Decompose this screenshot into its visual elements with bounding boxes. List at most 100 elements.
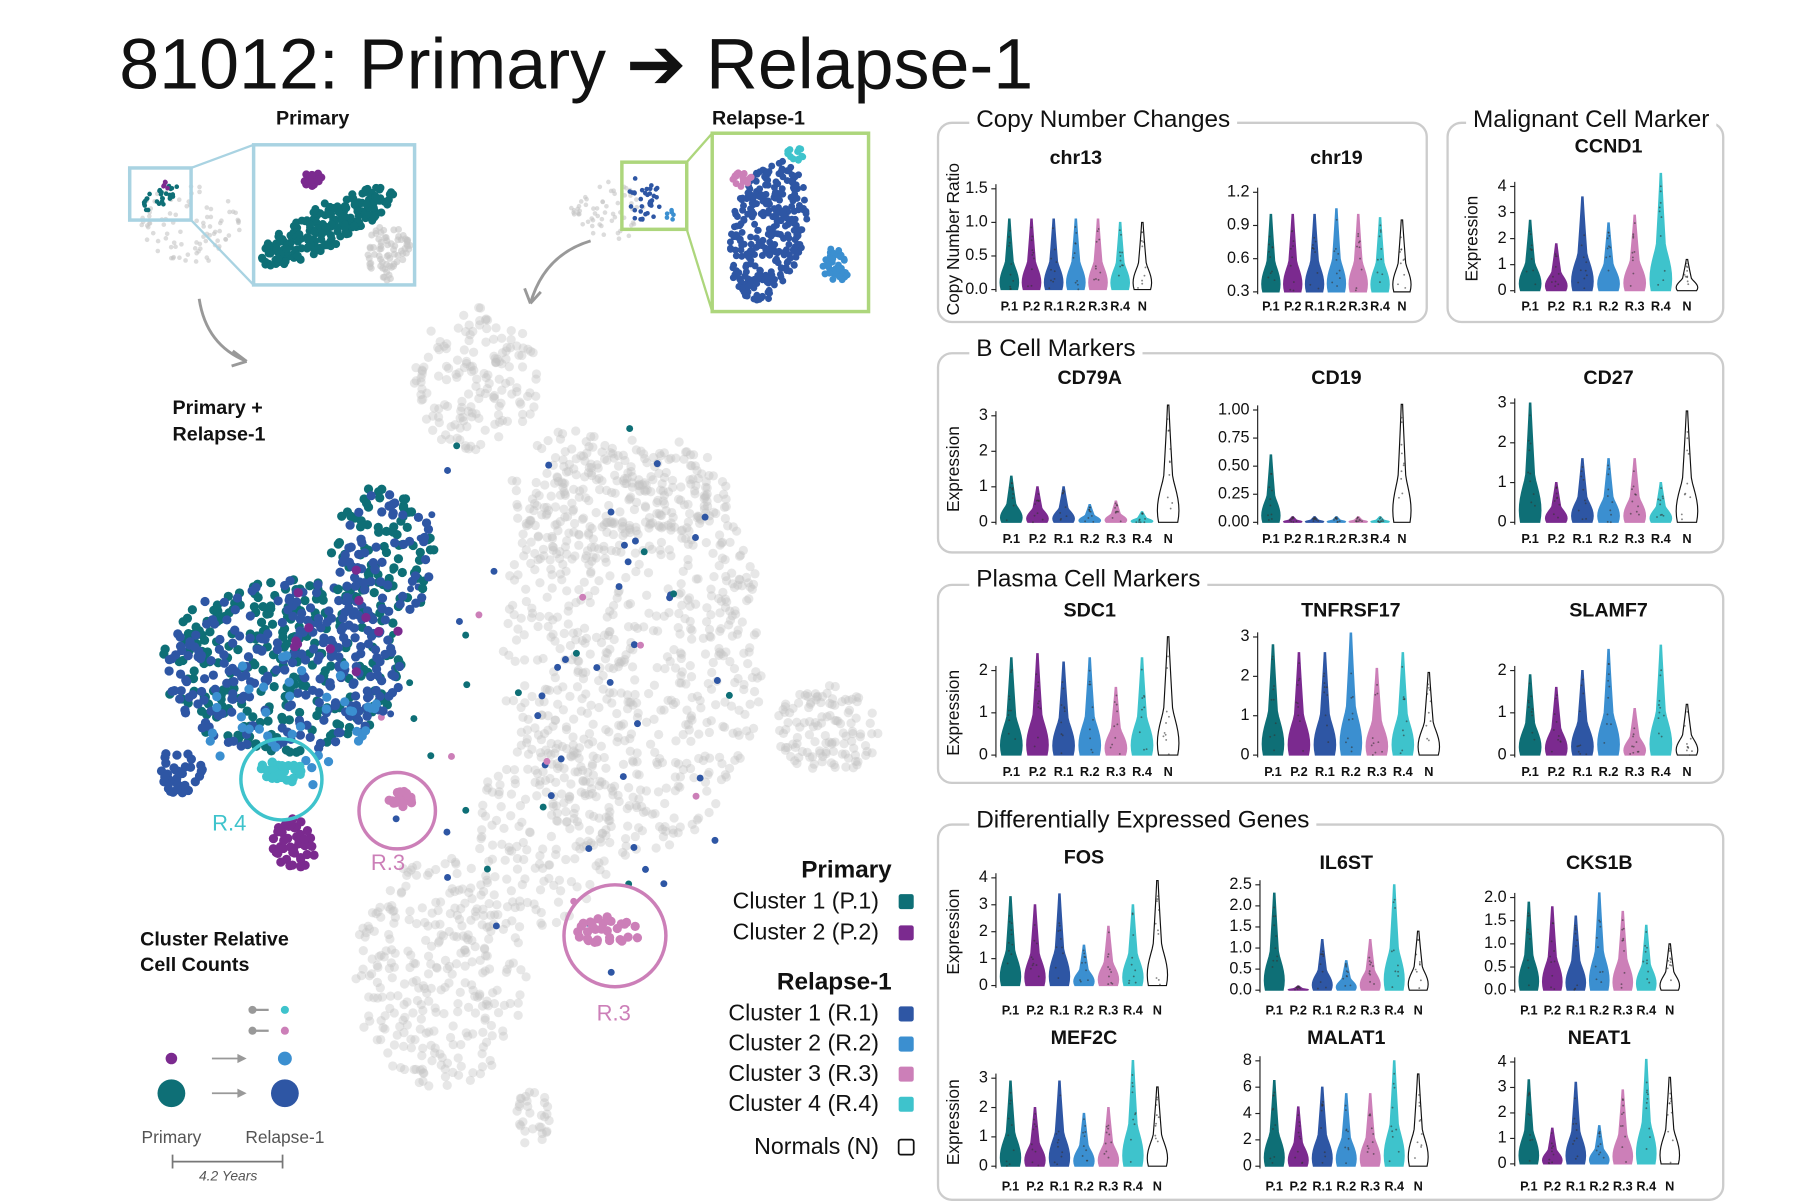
cell-dot bbox=[578, 668, 588, 678]
cell-dot bbox=[266, 603, 276, 614]
cell-dot bbox=[237, 722, 247, 733]
cell-dot bbox=[656, 549, 666, 560]
cell-dot bbox=[648, 626, 659, 636]
x-tick-label: P.1 bbox=[1001, 298, 1018, 313]
cell-dot bbox=[380, 1024, 390, 1034]
inset-link bbox=[685, 228, 714, 312]
jitter-dot bbox=[1141, 245, 1144, 248]
y-tick-label: 3 bbox=[979, 1068, 988, 1086]
jitter-dot bbox=[1580, 244, 1583, 247]
cell-dot bbox=[676, 671, 686, 681]
x-tick-label: R.2 bbox=[1589, 1002, 1609, 1017]
cell-dot bbox=[565, 691, 575, 701]
cell-dot bbox=[795, 201, 803, 209]
y-tick-label: 2 bbox=[1498, 229, 1507, 247]
y-tick-label: 0.00 bbox=[1218, 513, 1250, 531]
jitter-dot bbox=[1032, 1128, 1035, 1131]
cell-dot bbox=[846, 718, 856, 728]
cell-dot bbox=[813, 691, 823, 702]
x-tick-label: P.2 bbox=[1029, 764, 1046, 779]
jitter-dot bbox=[1635, 493, 1637, 496]
jitter-dot bbox=[1297, 714, 1300, 717]
cell-dot bbox=[474, 413, 484, 423]
jitter-dot bbox=[1085, 969, 1087, 972]
cell-dot bbox=[700, 777, 711, 787]
jitter-dot bbox=[1156, 1098, 1159, 1101]
cell-dot bbox=[557, 755, 565, 763]
cell-dot bbox=[540, 480, 550, 490]
cell-dot bbox=[562, 816, 572, 827]
cell-dot bbox=[630, 831, 640, 842]
cell-dot bbox=[614, 720, 624, 730]
cell-dot bbox=[564, 794, 574, 804]
cell-dot bbox=[377, 255, 385, 263]
cell-dot bbox=[574, 486, 585, 496]
count-dot bbox=[248, 1026, 257, 1035]
cell-dot bbox=[655, 545, 665, 555]
cell-dot bbox=[507, 389, 517, 399]
cell-dot bbox=[404, 914, 414, 925]
cell-dot bbox=[228, 638, 238, 648]
violin bbox=[1392, 219, 1412, 293]
jitter-dot bbox=[1670, 964, 1673, 967]
cell-dot bbox=[270, 742, 281, 752]
cell-dot bbox=[393, 682, 403, 693]
jitter-dot bbox=[1273, 1155, 1276, 1158]
jitter-dot bbox=[1114, 736, 1117, 739]
cell-dot bbox=[574, 743, 585, 753]
cell-dot bbox=[219, 218, 224, 224]
x-tick-label: R.4 bbox=[1123, 1002, 1143, 1017]
cell-dot bbox=[829, 760, 839, 770]
jitter-dot bbox=[1007, 1134, 1010, 1137]
jitter-dot bbox=[1555, 492, 1558, 495]
jitter-dot bbox=[1140, 231, 1143, 234]
cell-dot bbox=[601, 830, 611, 841]
cell-dot bbox=[480, 315, 491, 325]
cell-dot bbox=[641, 717, 652, 727]
cell-dot bbox=[553, 699, 563, 709]
cell-dot bbox=[472, 374, 482, 384]
cell-dot bbox=[455, 413, 465, 423]
cell-dot bbox=[684, 593, 695, 603]
cell-dot bbox=[483, 865, 491, 873]
cell-dot bbox=[613, 587, 623, 597]
cell-dot bbox=[719, 722, 730, 732]
cell-dot bbox=[442, 339, 452, 349]
jitter-dot bbox=[1400, 470, 1403, 473]
cell-dot bbox=[477, 1001, 488, 1011]
cell-dot bbox=[548, 799, 558, 809]
jitter-dot bbox=[1062, 952, 1064, 955]
jitter-dot bbox=[1107, 1124, 1110, 1127]
cell-dot bbox=[467, 957, 477, 967]
cell-dot bbox=[690, 489, 700, 499]
cell-dot bbox=[676, 526, 686, 536]
cell-dot bbox=[837, 749, 847, 759]
cell-dot bbox=[755, 242, 763, 250]
jitter-dot bbox=[1555, 694, 1558, 697]
cell-dot bbox=[519, 655, 530, 665]
jitter-dot bbox=[1269, 272, 1272, 275]
x-tick-label: R.4 bbox=[1370, 531, 1390, 546]
cell-dot bbox=[383, 635, 393, 645]
x-tick-label: R.3 bbox=[1625, 764, 1645, 779]
cell-dot bbox=[809, 759, 819, 769]
jitter-dot bbox=[1058, 924, 1061, 927]
jitter-dot bbox=[1031, 964, 1034, 967]
cell-dot bbox=[486, 910, 496, 920]
jitter-dot bbox=[1631, 251, 1634, 254]
jitter-dot bbox=[1094, 267, 1097, 270]
cell-dot bbox=[307, 763, 317, 773]
cell-dot bbox=[654, 468, 664, 478]
cell-dot bbox=[501, 346, 511, 356]
cell-dot bbox=[526, 613, 537, 623]
cell-dot bbox=[366, 263, 374, 271]
cell-dot bbox=[737, 581, 747, 591]
cell-dot bbox=[578, 765, 588, 775]
cell-dot bbox=[440, 1072, 451, 1082]
cell-dot bbox=[582, 934, 593, 944]
cell-dot bbox=[591, 632, 602, 643]
cell-dot bbox=[512, 383, 522, 393]
jitter-dot bbox=[1420, 1133, 1423, 1135]
cell-dot bbox=[421, 414, 432, 424]
cell-dot bbox=[353, 207, 362, 216]
